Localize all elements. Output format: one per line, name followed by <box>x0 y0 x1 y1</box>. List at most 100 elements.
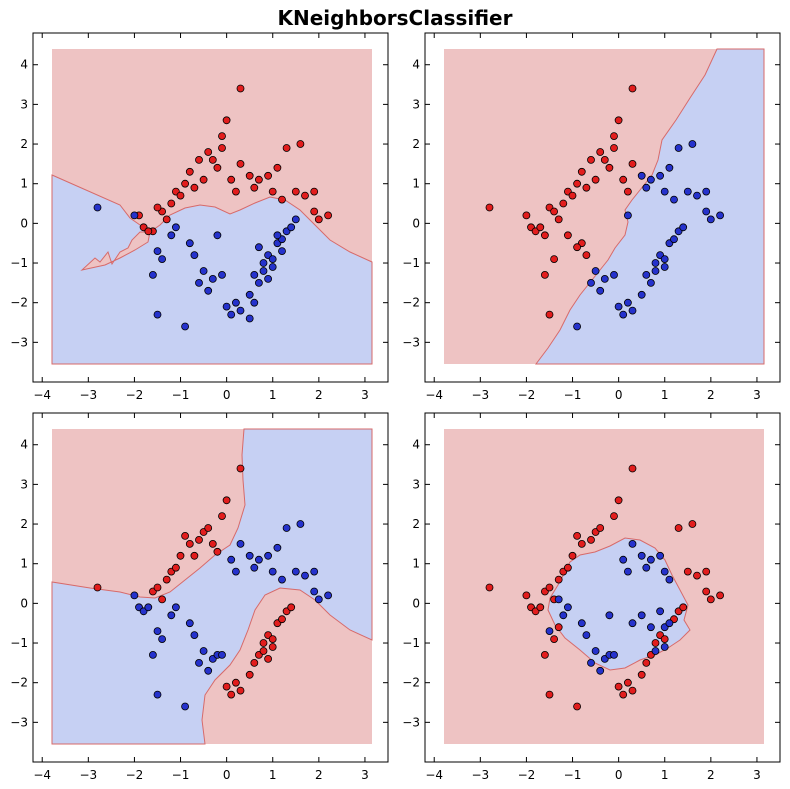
x-tick-label: 0 <box>615 388 623 402</box>
blue-point <box>683 187 692 196</box>
blue-point <box>600 274 609 283</box>
blue-point <box>656 551 664 560</box>
x-tick-label: −2 <box>126 388 144 402</box>
blue-point <box>628 306 637 315</box>
blue-point <box>591 647 600 655</box>
red-point <box>702 587 711 596</box>
blue-point <box>665 575 674 584</box>
blue-point <box>656 607 664 616</box>
red-point <box>93 583 102 592</box>
blue-point <box>268 567 277 576</box>
blue-point <box>324 591 333 600</box>
blue-point <box>624 211 632 220</box>
x-tick-label: −3 <box>471 388 489 402</box>
red-point <box>693 571 701 580</box>
blue-point <box>130 211 139 220</box>
y-tick-label: −1 <box>402 636 420 650</box>
x-tick-label: −2 <box>518 388 536 402</box>
red-point <box>236 84 245 93</box>
blue-point <box>656 171 664 180</box>
x-tick-label: 1 <box>269 388 277 402</box>
blue-point <box>227 555 236 564</box>
blue-point <box>153 690 162 699</box>
red-point <box>591 175 600 184</box>
red-point <box>587 155 595 164</box>
blue-point <box>660 643 669 651</box>
x-tick-label: −1 <box>172 388 190 402</box>
y-tick-label: 3 <box>20 97 28 111</box>
x-tick-label: 0 <box>223 388 231 402</box>
red-point <box>195 536 203 544</box>
blue-point <box>264 551 273 560</box>
blue-point <box>665 163 674 172</box>
blue-point <box>130 591 139 600</box>
red-point <box>660 635 669 643</box>
blue-point <box>628 619 637 628</box>
red-point <box>181 179 190 188</box>
blue-point <box>564 603 572 612</box>
red-point <box>195 155 203 164</box>
blue-point <box>245 314 254 323</box>
red-point <box>573 702 581 711</box>
x-tick-label: 1 <box>269 768 277 782</box>
red-point <box>545 690 554 699</box>
blue-point <box>208 274 217 283</box>
blue-point <box>642 270 651 279</box>
red-point <box>582 251 591 260</box>
blue-point <box>651 647 660 655</box>
red-point <box>324 211 333 220</box>
red-point <box>536 603 545 612</box>
blue-point <box>660 187 669 196</box>
y-tick-label: 4 <box>412 438 420 452</box>
red-point <box>268 643 277 651</box>
red-point <box>688 520 697 528</box>
red-point <box>268 635 277 643</box>
axis-ticks: −4 −3 −2 −1 0 1 2 3 −3 −2 −1 0 1 2 3 4 <box>402 33 780 402</box>
x-tick-label: −1 <box>564 768 582 782</box>
blue-point <box>144 603 153 612</box>
red-point <box>190 183 199 192</box>
x-tick-label: 3 <box>361 768 369 782</box>
blue-point <box>158 255 167 264</box>
red-point <box>314 215 323 224</box>
red-point <box>181 532 190 540</box>
blue-point <box>268 255 277 264</box>
x-tick-label: 3 <box>361 388 369 402</box>
y-tick-label: 4 <box>20 58 28 72</box>
blue-point <box>296 520 305 528</box>
red-point <box>296 140 305 148</box>
red-point <box>222 682 231 691</box>
blue-point <box>185 239 194 248</box>
red-point <box>485 583 494 592</box>
blue-point <box>250 563 259 572</box>
region-blue <box>51 428 373 745</box>
blue-point <box>181 322 190 331</box>
scatter-points <box>93 84 333 331</box>
blue-point <box>688 140 697 148</box>
y-tick-label: −2 <box>402 296 420 310</box>
red-point <box>536 223 545 232</box>
red-point <box>577 167 586 176</box>
red-point <box>716 591 724 600</box>
blue-point <box>227 310 236 319</box>
y-tick-label: 1 <box>20 557 28 571</box>
red-point <box>231 678 240 687</box>
red-point <box>236 159 245 168</box>
blue-point <box>647 623 655 632</box>
blue-point <box>596 286 605 295</box>
red-point <box>236 464 245 473</box>
y-tick-label: 1 <box>20 177 28 191</box>
red-point <box>287 603 296 612</box>
x-tick-label: 3 <box>753 768 761 782</box>
blue-point <box>199 267 208 275</box>
blue-point <box>582 631 591 639</box>
blue-point <box>199 647 208 655</box>
red-point <box>522 591 531 600</box>
blue-point <box>314 595 323 604</box>
red-point <box>259 639 268 647</box>
blue-point <box>93 203 102 212</box>
red-point <box>213 163 222 172</box>
red-point <box>564 231 572 240</box>
blue-point <box>637 290 646 299</box>
